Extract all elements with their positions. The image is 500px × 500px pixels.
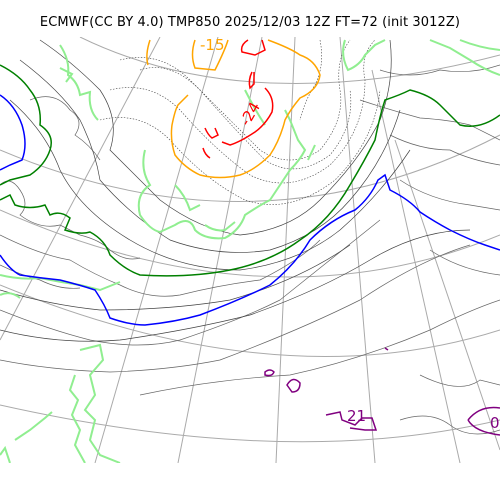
isotherm-line — [174, 184, 201, 212]
isotherm-line — [0, 445, 11, 463]
coastline — [389, 134, 500, 166]
isotherm-line — [459, 39, 500, 51]
isotherm-line — [307, 144, 316, 161]
isotherm-line — [204, 127, 219, 139]
isotherm-line — [0, 244, 351, 311]
isotherm-line — [191, 39, 229, 71]
isotherm-line — [119, 39, 351, 161]
label-plus-21: 21 — [347, 407, 366, 425]
isotherm-line — [9, 99, 411, 271]
isotherm-line — [0, 89, 500, 277]
isotherm-line — [467, 406, 500, 421]
isotherm-line — [79, 343, 121, 463]
isotherm-line — [384, 347, 389, 351]
isotherm-minus-6 — [0, 94, 500, 326]
coastline — [0, 264, 81, 289]
parallel-line — [0, 209, 500, 278]
isotherm-line — [59, 67, 74, 83]
isotherm-line — [202, 147, 211, 159]
isotherm-line — [204, 221, 236, 232]
parallel-line — [0, 404, 500, 443]
isotherm-line — [109, 39, 376, 184]
isotherm-line — [429, 39, 500, 76]
isotherm-line — [244, 89, 266, 126]
coastline — [399, 415, 500, 435]
meridian-line — [339, 37, 376, 463]
coastline — [0, 219, 381, 346]
parallel-line — [79, 37, 500, 85]
isotherm-line — [99, 89, 381, 205]
isotherm-line — [325, 411, 378, 431]
isotherm-line — [221, 87, 274, 146]
isotherm-line — [286, 378, 301, 393]
meridian-line — [394, 139, 500, 451]
graticule-parallels — [0, 37, 500, 443]
isotherm-line — [264, 369, 275, 377]
coastlines — [0, 64, 500, 435]
temperature-map: -15 -24 21 0 — [0, 37, 500, 463]
coastline — [429, 249, 500, 276]
coastline — [419, 374, 500, 387]
isotherm-line — [467, 419, 500, 436]
isotherm-line — [68, 374, 86, 463]
isotherm-line — [0, 94, 26, 171]
parallel-line — [0, 284, 500, 357]
map-title: ECMWF(CC BY 4.0) TMP850 2025/12/03 12Z F… — [39, 15, 461, 30]
isotherm-line — [0, 173, 500, 326]
isotherm-line — [342, 39, 386, 72]
coastline — [29, 96, 101, 161]
coastline — [399, 179, 500, 211]
meridian-line — [177, 37, 263, 463]
coastline — [0, 234, 321, 297]
isotherm-line — [146, 39, 151, 66]
isotherm-line — [0, 292, 21, 299]
isotherm-line — [137, 109, 307, 240]
isotherm-line — [14, 411, 53, 441]
coastline — [0, 244, 471, 373]
isotherm-line — [19, 59, 401, 253]
coastline — [359, 99, 500, 141]
isotherm-line — [248, 71, 255, 90]
isotherm-line — [170, 39, 321, 179]
coastline — [379, 64, 500, 76]
isotherm-plus-21 — [264, 347, 500, 436]
isotherm-light-green — [0, 39, 500, 463]
coastline — [0, 180, 141, 260]
isotherm-line — [0, 64, 52, 186]
label-minus-24: -24 — [236, 99, 264, 129]
parallel-line — [0, 134, 500, 202]
meridian-line — [371, 69, 461, 463]
meridian-line — [94, 37, 219, 463]
label-minus-15: -15 — [200, 37, 225, 54]
label-zero: 0 — [490, 414, 500, 432]
isotherm-line — [0, 229, 471, 342]
coastline — [139, 299, 500, 396]
isotherm-minus-15 — [146, 39, 321, 179]
isotherm-minus-24 — [202, 39, 274, 159]
isotherm-line — [59, 44, 99, 121]
meridian-line — [0, 37, 161, 341]
isotherm-line — [240, 39, 266, 56]
isotherm-minus-3 — [0, 64, 500, 277]
isotherm-line — [299, 39, 322, 121]
